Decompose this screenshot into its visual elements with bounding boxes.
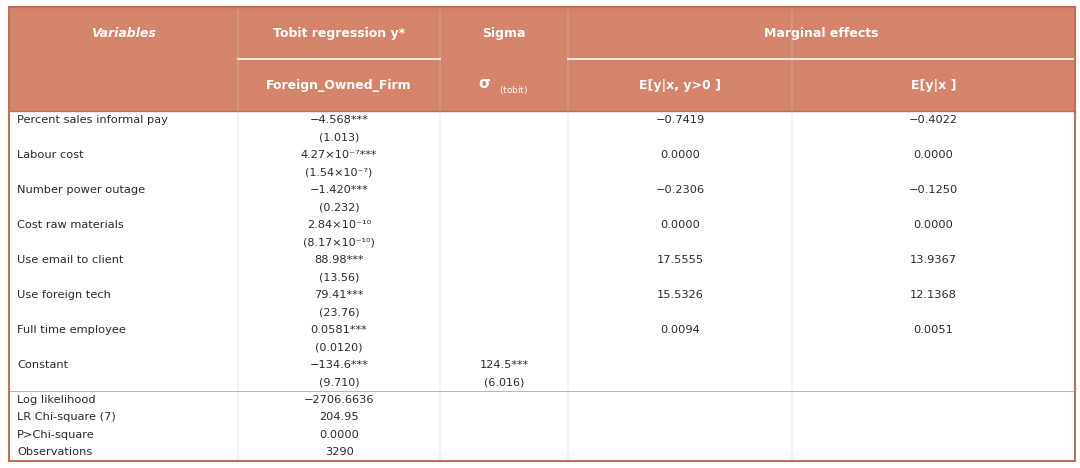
Text: Sigma: Sigma: [483, 27, 526, 40]
Bar: [9, 129, 1075, 146]
Text: 0.0094: 0.0094: [660, 325, 700, 335]
Text: −1.420***: −1.420***: [310, 185, 368, 195]
Text: (13.56): (13.56): [319, 272, 360, 283]
Text: 0.0581***: 0.0581***: [311, 325, 367, 335]
Bar: [441, 7, 568, 59]
Text: −0.2306: −0.2306: [656, 185, 705, 195]
Bar: [568, 7, 1075, 59]
Text: E[y|x ]: E[y|x ]: [910, 79, 956, 92]
Text: 17.5555: 17.5555: [657, 255, 704, 265]
Text: Full time employee: Full time employee: [17, 325, 126, 335]
Text: (6.016): (6.016): [484, 377, 525, 388]
Text: 88.98***: 88.98***: [314, 255, 364, 265]
Bar: [9, 321, 1075, 339]
Bar: [9, 426, 1075, 444]
Text: −4.568***: −4.568***: [310, 115, 368, 125]
Text: $\mathbf{\sigma}$: $\mathbf{\sigma}$: [478, 76, 491, 91]
Bar: [9, 146, 1075, 164]
Text: Use foreign tech: Use foreign tech: [17, 290, 111, 300]
Text: 204.95: 204.95: [320, 412, 359, 422]
Bar: [9, 444, 1075, 461]
Text: LR Chi-square (7): LR Chi-square (7): [17, 412, 116, 422]
Bar: [9, 304, 1075, 321]
Text: 2.84×10⁻¹⁰: 2.84×10⁻¹⁰: [307, 220, 372, 230]
Text: Use email to client: Use email to client: [17, 255, 124, 265]
Bar: [9, 111, 1075, 129]
Bar: [9, 216, 1075, 234]
Bar: [9, 391, 1075, 409]
Text: 13.9367: 13.9367: [909, 255, 957, 265]
Text: Cost raw materials: Cost raw materials: [17, 220, 124, 230]
Text: P>Chi-square: P>Chi-square: [17, 430, 95, 440]
Text: 0.0000: 0.0000: [660, 150, 700, 160]
Text: Marginal effects: Marginal effects: [765, 27, 879, 40]
Text: −134.6***: −134.6***: [310, 360, 368, 370]
Text: 12.1368: 12.1368: [910, 290, 957, 300]
Text: (23.76): (23.76): [319, 307, 360, 317]
Bar: [9, 373, 1075, 391]
Text: (9.710): (9.710): [319, 377, 360, 388]
Text: Percent sales informal pay: Percent sales informal pay: [17, 115, 168, 125]
Text: 3290: 3290: [325, 447, 353, 457]
Text: Observations: Observations: [17, 447, 93, 457]
Bar: [9, 181, 1075, 199]
Text: −0.4022: −0.4022: [909, 115, 958, 125]
Text: 0.0000: 0.0000: [914, 220, 954, 230]
Bar: [9, 286, 1075, 304]
Bar: [9, 234, 1075, 251]
Bar: [9, 269, 1075, 286]
Text: 15.5326: 15.5326: [657, 290, 704, 300]
Text: 0.0000: 0.0000: [914, 150, 954, 160]
Text: (1.013): (1.013): [319, 132, 360, 143]
Text: 124.5***: 124.5***: [480, 360, 529, 370]
Bar: [238, 59, 441, 111]
Text: Variables: Variables: [91, 27, 156, 40]
Text: $\mathrm{(tobit)}$: $\mathrm{(tobit)}$: [499, 84, 528, 96]
Bar: [9, 356, 1075, 373]
Text: (0.0120): (0.0120): [315, 343, 363, 352]
Bar: [9, 409, 1075, 426]
Bar: [9, 7, 238, 59]
Bar: [568, 59, 792, 111]
Text: Constant: Constant: [17, 360, 68, 370]
Text: 0.0000: 0.0000: [320, 430, 359, 440]
Text: 0.0000: 0.0000: [660, 220, 700, 230]
Bar: [792, 59, 1075, 111]
Bar: [441, 59, 568, 111]
Text: 4.27×10⁻⁷***: 4.27×10⁻⁷***: [301, 150, 377, 160]
Text: Log likelihood: Log likelihood: [17, 395, 96, 405]
Bar: [9, 251, 1075, 269]
Text: Tobit regression y*: Tobit regression y*: [273, 27, 405, 40]
Text: −2706.6636: −2706.6636: [303, 395, 375, 405]
Text: Number power outage: Number power outage: [17, 185, 146, 195]
Bar: [9, 59, 238, 111]
Text: E[y|x, y>0 ]: E[y|x, y>0 ]: [639, 79, 721, 92]
Text: −0.7419: −0.7419: [656, 115, 705, 125]
Text: Foreign_Owned_Firm: Foreign_Owned_Firm: [267, 79, 411, 92]
Bar: [238, 7, 441, 59]
Bar: [9, 339, 1075, 356]
Bar: [9, 164, 1075, 181]
Text: (1.54×10⁻⁷): (1.54×10⁻⁷): [306, 168, 373, 177]
Text: 0.0051: 0.0051: [914, 325, 954, 335]
Text: 79.41***: 79.41***: [314, 290, 364, 300]
Text: (0.232): (0.232): [319, 203, 360, 212]
Bar: [9, 199, 1075, 216]
Text: −0.1250: −0.1250: [908, 185, 958, 195]
Text: Labour cost: Labour cost: [17, 150, 84, 160]
Text: (8.17×10⁻¹⁰): (8.17×10⁻¹⁰): [303, 238, 375, 248]
